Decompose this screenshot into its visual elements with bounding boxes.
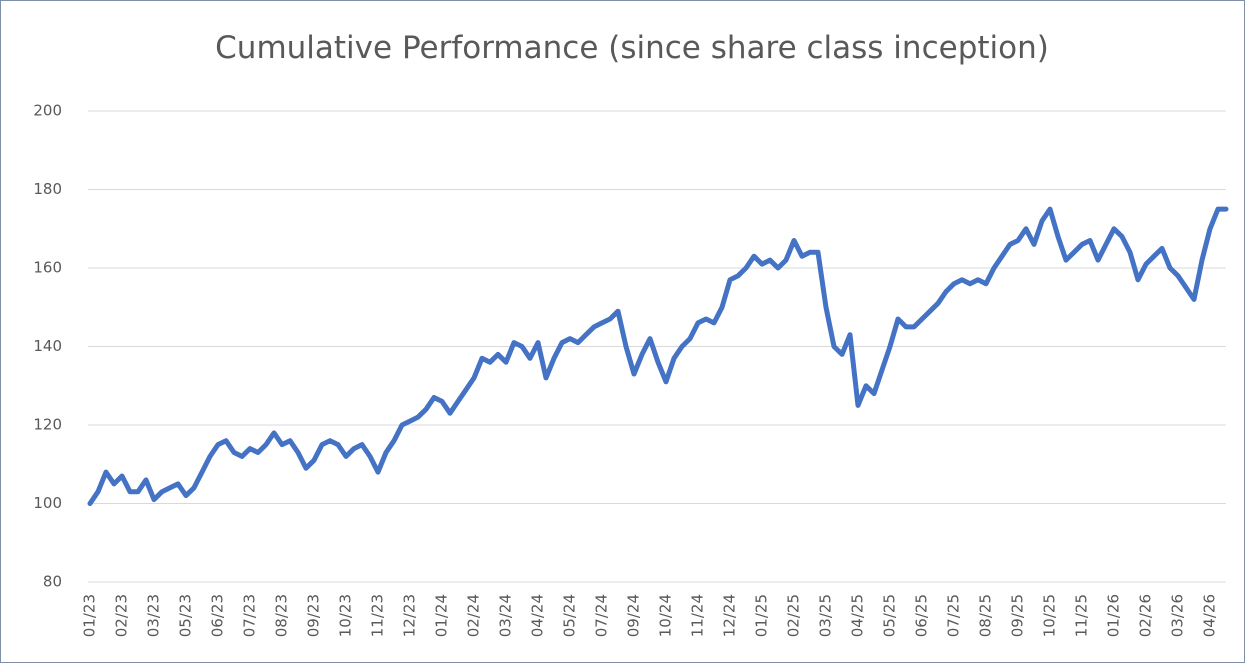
x-tick-label: 02/24 — [465, 594, 483, 637]
x-tick-label: 07/23 — [241, 594, 259, 637]
y-tick-label: 200 — [33, 102, 62, 120]
x-tick-label: 09/24 — [625, 594, 643, 637]
line-series — [87, 206, 1229, 506]
y-tick-label: 140 — [33, 337, 62, 355]
x-tick-label: 11/25 — [1073, 594, 1091, 637]
x-tick-label: 05/25 — [881, 594, 899, 637]
x-tick-label: 03/24 — [497, 594, 515, 637]
x-tick-label: 09/25 — [1009, 594, 1027, 637]
x-tick-label: 11/23 — [369, 594, 387, 637]
y-tick-label: 100 — [33, 494, 62, 512]
y-tick-label: 80 — [43, 573, 62, 591]
x-tick-label: 08/23 — [273, 594, 291, 637]
x-tick-label: 01/23 — [81, 594, 99, 637]
chart-title: Cumulative Performance (since share clas… — [215, 30, 1049, 66]
x-tick-label: 03/23 — [145, 594, 163, 637]
x-tick-label: 02/26 — [1137, 594, 1155, 637]
x-tick-label: 12/23 — [401, 594, 419, 637]
x-tick-label: 06/23 — [209, 594, 227, 637]
x-tick-label: 10/24 — [657, 594, 675, 637]
x-tick-label: 01/25 — [753, 594, 771, 637]
x-tick-label: 12/24 — [721, 594, 739, 637]
x-tick-label: 10/25 — [1041, 594, 1059, 637]
x-tick-label: 05/23 — [177, 594, 195, 637]
x-tick-label: 02/23 — [113, 594, 131, 637]
y-tick-label: 180 — [33, 180, 62, 198]
x-tick-label: 07/25 — [945, 594, 963, 637]
x-tick-label: 04/25 — [849, 594, 867, 637]
x-tick-label: 03/26 — [1169, 594, 1187, 637]
x-tick-label: 06/25 — [913, 594, 931, 637]
x-tick-label: 03/25 — [817, 594, 835, 637]
x-tick-label: 11/24 — [689, 594, 707, 637]
x-tick-label: 01/26 — [1105, 594, 1123, 637]
x-tick-label: 10/23 — [337, 594, 355, 637]
x-tick-label: 04/26 — [1201, 594, 1219, 637]
y-tick-label: 120 — [33, 416, 62, 434]
x-tick-label: 02/25 — [785, 594, 803, 637]
x-tick-label: 09/23 — [305, 594, 323, 637]
x-tick-label: 08/25 — [977, 594, 995, 637]
x-tick-label: 04/24 — [529, 594, 547, 637]
x-tick-label: 01/24 — [433, 594, 451, 637]
x-tick-label: 05/24 — [561, 594, 579, 637]
x-tick-label: 07/24 — [593, 594, 611, 637]
y-tick-label: 160 — [33, 259, 62, 277]
